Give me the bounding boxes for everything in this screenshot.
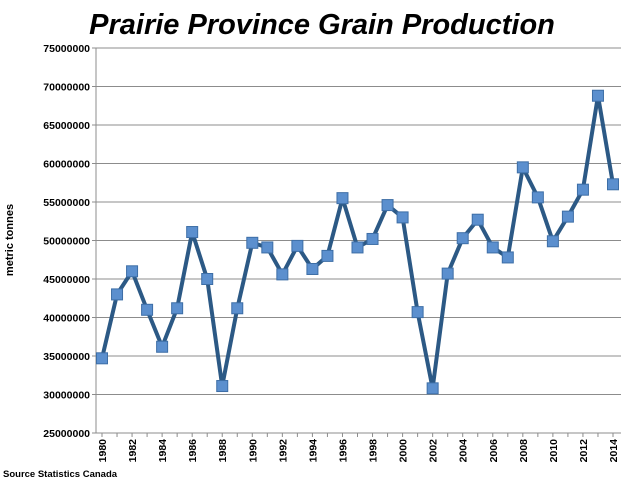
y-tick-label: 65000000 <box>43 120 90 132</box>
x-tick-label: 2006 <box>488 439 500 463</box>
x-tick-label: 1984 <box>157 439 169 463</box>
x-tick-label: 1992 <box>277 439 289 463</box>
data-point <box>321 249 334 262</box>
x-tick-label: 1998 <box>368 439 380 463</box>
source-note: Source Statistics Canada <box>3 469 118 480</box>
data-point <box>396 211 409 224</box>
data-point <box>591 89 604 102</box>
data-point <box>351 241 364 254</box>
data-point <box>366 232 379 245</box>
data-point <box>456 232 469 245</box>
axes <box>92 47 621 437</box>
x-tick-labels: 1980 1982 1984 1986 1988 1990 1992 1994 1996 1998… <box>97 439 620 463</box>
y-tick-labels: 25000000 30000000 35000000 40000000 45000000… <box>43 43 90 440</box>
data-point <box>111 288 124 301</box>
gridlines <box>96 47 621 434</box>
data-point <box>546 235 559 248</box>
data-point <box>96 352 108 365</box>
x-tick-label: 1990 <box>247 439 259 463</box>
x-tick-label: 1996 <box>337 439 349 463</box>
x-tick-label: 2002 <box>428 439 440 463</box>
chart-title: Prairie Province Grain Production <box>89 9 555 41</box>
data-point <box>201 273 214 285</box>
data-point <box>486 241 499 254</box>
data-point <box>186 226 199 239</box>
data-point <box>607 178 619 191</box>
data-point <box>306 262 319 275</box>
x-tick-label: 2014 <box>608 439 620 463</box>
y-tick-label: 25000000 <box>43 428 90 440</box>
data-point <box>471 213 484 226</box>
data-point <box>336 192 349 205</box>
data-point <box>291 239 304 252</box>
data-point <box>411 306 424 319</box>
data-point <box>426 382 439 395</box>
x-tick-label: 1980 <box>97 439 109 463</box>
data-point <box>231 302 244 315</box>
data-point <box>276 268 289 281</box>
data-point <box>531 191 544 204</box>
x-tick-label: 2004 <box>458 439 470 463</box>
x-tick-label: 1982 <box>127 439 139 463</box>
data-point <box>381 199 394 212</box>
x-tick-label: 2012 <box>578 439 590 463</box>
y-tick-label: 60000000 <box>43 159 90 171</box>
data-point <box>576 183 589 196</box>
y-tick-label: 50000000 <box>43 236 90 248</box>
data-point <box>441 267 454 280</box>
data-point <box>216 380 229 393</box>
x-tick-label: 2008 <box>518 439 530 463</box>
data-point <box>156 340 169 353</box>
x-tick-label: 2000 <box>398 439 410 463</box>
data-point <box>246 236 259 249</box>
y-tick-label: 70000000 <box>43 82 90 94</box>
data-point <box>126 265 139 278</box>
y-axis-title: metric tonnes <box>4 204 16 276</box>
series <box>96 89 619 395</box>
y-tick-label: 40000000 <box>43 313 90 325</box>
data-point <box>141 303 154 316</box>
data-point <box>516 161 529 174</box>
y-tick-label: 35000000 <box>43 351 90 363</box>
x-tick-label: 1988 <box>217 439 229 463</box>
y-tick-label: 30000000 <box>43 390 90 402</box>
y-tick-label: 55000000 <box>43 197 90 209</box>
data-point <box>171 302 184 315</box>
x-tick-label: 1986 <box>187 439 199 463</box>
y-tick-label: 75000000 <box>43 43 90 55</box>
x-tick-label: 2010 <box>548 439 560 463</box>
data-point <box>261 241 274 254</box>
x-tick-label: 1994 <box>307 439 319 463</box>
data-point <box>501 251 514 264</box>
data-point <box>561 210 574 223</box>
y-tick-label: 45000000 <box>43 274 90 286</box>
